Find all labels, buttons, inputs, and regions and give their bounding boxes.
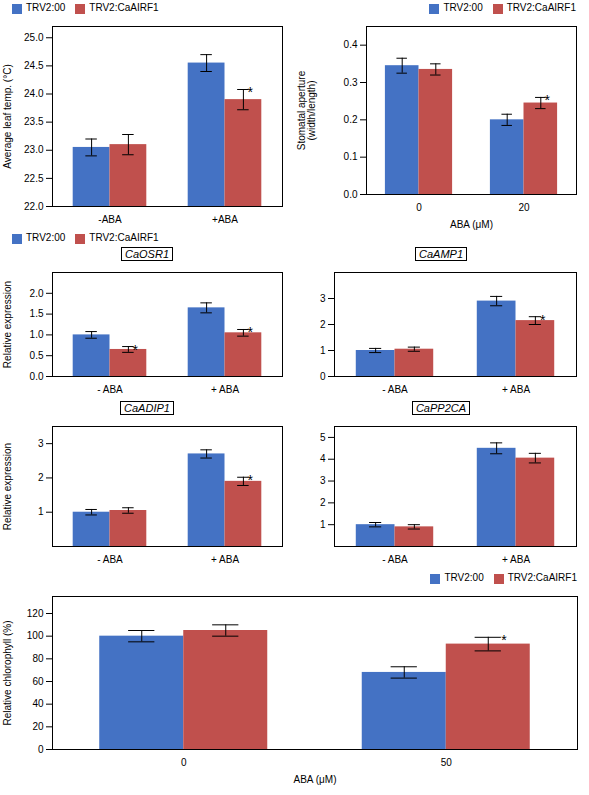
svg-text:4: 4 — [320, 453, 326, 464]
svg-text:3: 3 — [320, 475, 326, 486]
svg-text:-ABA: -ABA — [98, 214, 122, 225]
html-text:TRV2:CaAIRF1: TRV2:CaAIRF1 — [507, 572, 577, 584]
svg-text:*: * — [248, 324, 254, 340]
svg-text:3: 3 — [320, 293, 326, 304]
svg-text:5: 5 — [320, 432, 326, 443]
svg-text:2: 2 — [320, 497, 326, 508]
svg-text:*: * — [540, 312, 546, 328]
html-text:TRV2:CaAIRF1: TRV2:CaAIRF1 — [89, 2, 159, 14]
svg-text:0.0: 0.0 — [344, 189, 358, 200]
svg-text:0.3: 0.3 — [344, 77, 358, 88]
svg-text:+ABA: +ABA — [212, 214, 238, 225]
svg-text:0: 0 — [181, 757, 187, 768]
html-text:CaPP2CA: CaPP2CA — [415, 402, 467, 414]
svg-text:25.0: 25.0 — [24, 32, 44, 43]
svg-text:1: 1 — [320, 519, 326, 530]
svg-text:120: 120 — [27, 608, 44, 619]
svg-text:*: * — [544, 92, 550, 108]
svg-text:0.5: 0.5 — [30, 350, 44, 361]
html-text:TRV2:00: TRV2:00 — [26, 2, 66, 14]
svg-text:3: 3 — [38, 438, 44, 449]
html-text:TRV2:00: TRV2:00 — [444, 572, 484, 584]
svg-text:0: 0 — [320, 371, 326, 382]
svg-text:80: 80 — [32, 653, 44, 664]
svg-text:Relative expression: Relative expression — [2, 443, 13, 530]
svg-text:*: * — [501, 632, 507, 648]
svg-text:24.5: 24.5 — [24, 60, 44, 71]
svg-text:*: * — [133, 341, 139, 357]
html-text:CaAMP1: CaAMP1 — [419, 248, 463, 260]
svg-text:0: 0 — [416, 202, 422, 213]
svg-text:22.5: 22.5 — [24, 173, 44, 184]
html-text:TRV2:CaAIRF1: TRV2:CaAIRF1 — [89, 232, 159, 244]
svg-text:2: 2 — [38, 472, 44, 483]
svg-text:*: * — [248, 84, 254, 100]
svg-text:+ ABA: + ABA — [502, 384, 530, 395]
svg-text:Relative expression: Relative expression — [2, 281, 13, 368]
html-text:TRV2:CaAIRF1: TRV2:CaAIRF1 — [506, 2, 576, 14]
svg-text:*: * — [248, 472, 254, 488]
svg-text:0.4: 0.4 — [344, 39, 358, 50]
svg-text:100: 100 — [27, 630, 44, 641]
svg-text:50: 50 — [441, 757, 453, 768]
svg-text:2: 2 — [320, 319, 326, 330]
svg-text:+ ABA: + ABA — [211, 384, 239, 395]
svg-text:60: 60 — [32, 676, 44, 687]
svg-text:0: 0 — [38, 744, 44, 755]
svg-text:22.0: 22.0 — [24, 201, 44, 212]
svg-text:1.5: 1.5 — [30, 308, 44, 319]
svg-text:0.0: 0.0 — [30, 371, 44, 382]
html-text:TRV2:00: TRV2:00 — [443, 2, 483, 14]
svg-text:Average leaf temp. (°C): Average leaf temp. (°C) — [2, 64, 13, 168]
svg-text:40: 40 — [32, 698, 44, 709]
svg-text:0.2: 0.2 — [344, 114, 358, 125]
svg-text:- ABA: - ABA — [97, 554, 123, 565]
html-text:CaADIP1: CaADIP1 — [124, 402, 170, 414]
svg-text:2.0: 2.0 — [30, 288, 44, 299]
svg-text:- ABA: - ABA — [382, 384, 408, 395]
svg-text:20: 20 — [518, 202, 530, 213]
svg-text:23.5: 23.5 — [24, 116, 44, 127]
html-text:TRV2:00: TRV2:00 — [26, 232, 66, 244]
svg-text:1: 1 — [320, 345, 326, 356]
html-text:CaOSR1: CaOSR1 — [125, 248, 169, 260]
svg-text:0.1: 0.1 — [344, 151, 358, 162]
svg-text:+ ABA: + ABA — [211, 554, 239, 565]
svg-text:24.0: 24.0 — [24, 88, 44, 99]
svg-text:Relative chlorophyll (%): Relative chlorophyll (%) — [2, 620, 13, 725]
svg-text:1.0: 1.0 — [30, 329, 44, 340]
svg-text:Stomatal aperture(width/length: Stomatal aperture(width/length) — [296, 70, 317, 150]
svg-text:ABA (μM): ABA (μM) — [294, 774, 337, 785]
svg-text:- ABA: - ABA — [97, 384, 123, 395]
svg-text:23.0: 23.0 — [24, 144, 44, 155]
svg-text:+ ABA: + ABA — [502, 554, 530, 565]
svg-text:- ABA: - ABA — [382, 554, 408, 565]
svg-text:ABA (μM): ABA (μM) — [450, 219, 493, 230]
svg-text:20: 20 — [32, 721, 44, 732]
svg-text:1: 1 — [38, 506, 44, 517]
